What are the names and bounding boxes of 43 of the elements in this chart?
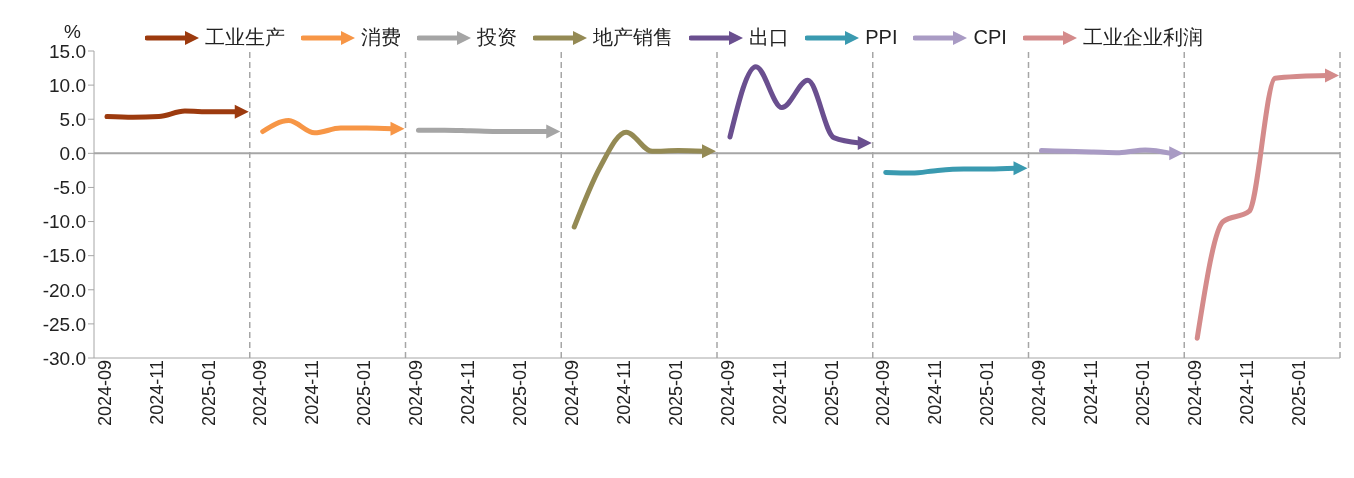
x-tick-label: 2024-09 [873,360,894,427]
y-tick-label: -5.0 [53,177,86,199]
x-tick-label: 2025-01 [198,360,219,427]
y-tick-label: -20.0 [42,279,86,301]
y-tick-label: 15.0 [49,40,86,62]
x-tick-label: 2024-09 [717,360,738,427]
x-tick-label: 2025-01 [977,360,998,427]
x-tick-label: 2024-09 [406,360,427,427]
x-tick-label: 2024-11 [302,360,323,425]
y-tick-label: -30.0 [42,347,86,369]
legend-label: 出口 [749,25,790,50]
legend-label: 投资 [477,25,518,50]
y-tick-label: -10.0 [42,211,86,233]
x-tick-label: 2025-01 [354,360,375,427]
y-tick-label: -25.0 [42,313,86,335]
y-tick-label: 0.0 [59,143,86,165]
x-tick-label: 2025-01 [510,360,531,427]
x-tick-label: 2025-01 [1288,360,1309,427]
x-tick-label: 2024-11 [458,360,479,425]
x-tick-label: 2024-11 [1081,360,1102,425]
x-tick-label: 2024-09 [250,360,271,427]
y-axis-title: % [64,21,81,42]
y-tick-label: 10.0 [49,74,86,96]
x-tick-label: 2024-11 [146,360,167,425]
legend-label: 工业企业利润 [1082,25,1203,50]
x-tick-label: 2024-09 [562,360,583,427]
x-tick-label: 2024-09 [94,360,115,427]
legend-label: 消费 [361,25,402,50]
x-tick-label: 2024-11 [925,360,946,425]
x-tick-label: 2025-01 [665,360,686,427]
x-tick-label: 2024-09 [1185,360,1206,427]
y-tick-label: -15.0 [42,245,86,267]
legend-label: CPI [973,26,1007,49]
x-tick-label: 2024-11 [769,360,790,425]
x-tick-label: 2024-11 [613,360,634,425]
x-tick-label: 2024-11 [1236,360,1257,425]
legend-label: PPI [865,26,898,49]
x-tick-label: 2025-01 [1133,360,1154,427]
x-tick-label: 2024-09 [1029,360,1050,427]
legend-label: 地产销售 [593,25,674,50]
x-tick-label: 2025-01 [821,360,842,427]
legend-label: 工业生产 [205,25,286,50]
y-tick-label: 5.0 [59,108,86,130]
